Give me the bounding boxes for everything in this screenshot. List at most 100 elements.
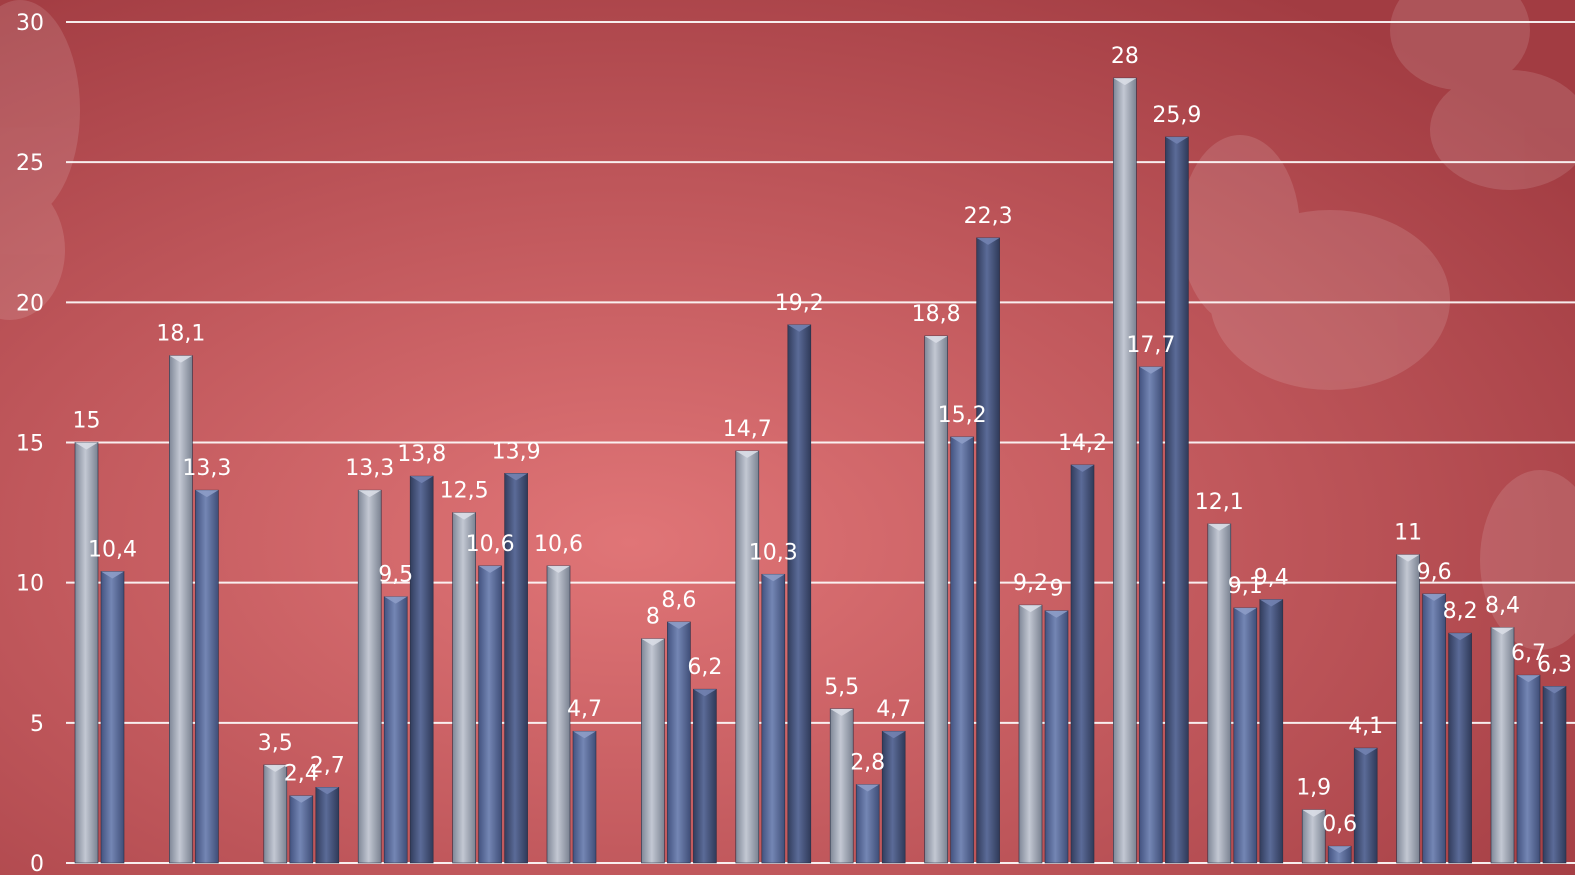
bar — [572, 730, 597, 864]
bar — [1165, 136, 1189, 864]
bar-cap — [950, 436, 974, 444]
bar — [383, 596, 408, 864]
bar — [976, 237, 1000, 864]
bar — [855, 784, 880, 864]
data-label: 22,3 — [964, 204, 1013, 229]
bar-cap — [1491, 627, 1514, 635]
bar — [1516, 674, 1541, 864]
data-label: 2,4 — [284, 762, 319, 787]
bar — [1259, 599, 1284, 864]
data-label: 11 — [1394, 521, 1422, 546]
bar-cap — [315, 787, 339, 795]
data-labels: 15 18,1 3,5 13,3 12,5 10,6 8 14,7 5,5 18,8 9,2 28 12… — [73, 44, 1573, 837]
bar-cap — [384, 596, 408, 604]
data-label: 1,9 — [1296, 776, 1331, 801]
data-label: 15,2 — [938, 403, 987, 428]
bar-cap — [478, 565, 502, 573]
bar-cap — [1207, 523, 1231, 531]
bar-cap — [882, 731, 906, 739]
bar — [478, 565, 502, 864]
bar-cap — [1113, 78, 1137, 86]
data-label: 13,3 — [345, 456, 394, 481]
data-label: 13,3 — [182, 456, 231, 481]
bar — [641, 638, 665, 864]
bar-cap — [1165, 136, 1189, 144]
bar-cap — [924, 335, 948, 343]
y-tick-label: 20 — [16, 291, 44, 316]
data-label: 6,3 — [1537, 652, 1572, 677]
y-tick-label: 10 — [16, 572, 44, 597]
bar-cap — [195, 490, 219, 498]
bar — [1044, 610, 1069, 864]
data-label: 9,4 — [1254, 565, 1289, 590]
bar-cap — [289, 795, 313, 803]
bar-cap — [856, 784, 880, 792]
data-label: 14,7 — [723, 417, 772, 442]
data-label: 14,2 — [1058, 431, 1107, 456]
bar — [1233, 607, 1258, 864]
data-label: 18,1 — [156, 322, 205, 347]
y-tick-label: 15 — [16, 432, 44, 457]
data-label: 28 — [1111, 44, 1139, 69]
bar-cap — [735, 450, 759, 458]
bar-cap — [75, 442, 98, 450]
data-label: 15 — [73, 409, 101, 434]
data-label: 10,4 — [88, 537, 137, 562]
bar-cap — [1139, 366, 1163, 374]
bar-cap — [169, 355, 193, 363]
data-label: 13,8 — [397, 442, 446, 467]
data-label: 10,6 — [534, 532, 583, 557]
data-label: 4,7 — [876, 697, 911, 722]
bar-cap — [1302, 809, 1326, 817]
bar-cap — [410, 476, 434, 484]
bar — [1422, 593, 1446, 864]
bar-cap — [1045, 610, 1068, 618]
bar — [1448, 632, 1472, 864]
data-label: 8,6 — [661, 588, 696, 613]
bar — [1353, 747, 1378, 864]
bar-cap — [787, 324, 811, 332]
bar — [950, 436, 974, 864]
bar — [195, 489, 219, 864]
data-label: 4,7 — [567, 697, 602, 722]
bar — [1542, 686, 1567, 864]
data-label: 10,3 — [749, 540, 798, 565]
data-label: 8,4 — [1485, 594, 1520, 619]
butterfly-decoration — [0, 0, 1575, 650]
bar-cap — [1354, 748, 1378, 756]
bar-cap — [547, 565, 570, 573]
data-label: 12,5 — [440, 479, 489, 504]
data-label: 13,9 — [492, 439, 541, 464]
y-tick-label: 5 — [30, 712, 44, 737]
bar — [315, 787, 340, 864]
data-label: 12,1 — [1195, 490, 1244, 515]
bar-cap — [1328, 846, 1352, 854]
bar-cap — [101, 571, 124, 579]
bar-cap — [1019, 605, 1042, 613]
bar — [881, 730, 906, 864]
data-label: 2,7 — [310, 753, 345, 778]
bar — [1139, 366, 1163, 864]
data-label: 0,6 — [1322, 812, 1357, 837]
bar-cap — [1448, 633, 1472, 641]
data-label: 9,1 — [1228, 574, 1263, 599]
bar — [1396, 554, 1420, 864]
data-label: 9,5 — [378, 563, 413, 588]
bar-cap — [1396, 554, 1420, 562]
data-label: 6,2 — [687, 655, 722, 680]
data-label: 6,7 — [1511, 641, 1546, 666]
bar-cap — [830, 708, 854, 716]
data-label: 17,7 — [1126, 333, 1175, 358]
bar — [409, 475, 434, 864]
bar-cap — [573, 731, 596, 739]
data-label: 18,8 — [912, 302, 961, 327]
data-label: 10,6 — [466, 532, 515, 557]
bar — [735, 450, 760, 864]
bar — [452, 512, 476, 864]
y-tick-label: 25 — [16, 151, 44, 176]
bar-cap — [693, 689, 717, 697]
y-tick-label: 30 — [16, 11, 44, 36]
bar-cap — [667, 621, 691, 629]
data-label: 5,5 — [824, 675, 859, 700]
